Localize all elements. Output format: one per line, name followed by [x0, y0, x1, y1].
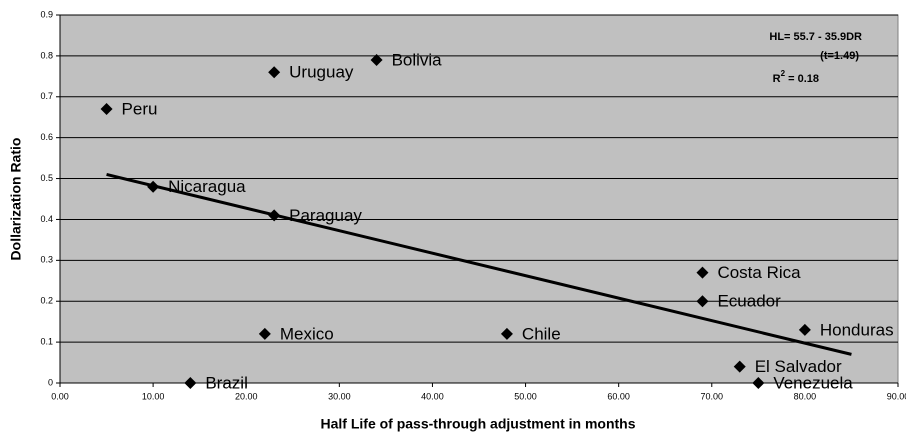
x-tick-label: 50.00	[514, 391, 537, 401]
y-tick-label: 0.2	[40, 296, 53, 306]
point-label: El Salvador	[755, 357, 842, 376]
x-tick-label: 60.00	[607, 391, 630, 401]
point	[798, 323, 811, 336]
y-tick-label: 0.5	[40, 173, 53, 183]
point	[733, 360, 746, 373]
x-tick-label: 0.00	[51, 391, 69, 401]
x-axis-title: Half Life of pass-through adjustment in …	[321, 416, 636, 432]
annotation-part: = 0.18	[785, 73, 819, 85]
x-tick-label: 90.00	[887, 391, 906, 401]
y-tick-label: 0	[48, 377, 53, 387]
y-axis-title: Dollarization Ratio	[8, 138, 24, 261]
point	[696, 295, 709, 308]
point-label: Venezuela	[773, 373, 853, 392]
point	[268, 209, 281, 222]
point-label: Uruguay	[289, 63, 354, 82]
x-tick-label: 80.00	[794, 391, 817, 401]
point	[268, 66, 281, 79]
x-tick-label: 20.00	[235, 391, 258, 401]
point	[370, 53, 383, 66]
point	[147, 180, 160, 193]
point	[100, 103, 113, 116]
point-label: Honduras	[820, 320, 894, 339]
point	[184, 377, 197, 389]
y-tick-label: 0.6	[40, 132, 53, 142]
y-tick-label: 0.7	[40, 91, 53, 101]
y-tick-label: 0.4	[40, 214, 53, 224]
point	[258, 327, 271, 340]
point-label: Nicaragua	[168, 177, 246, 196]
annotation-sup: 2	[781, 69, 786, 78]
point-label: Bolivia	[392, 50, 443, 69]
y-tick-label: 0.8	[40, 50, 53, 60]
x-tick-label: 70.00	[701, 391, 724, 401]
x-tick-label: 30.00	[328, 391, 351, 401]
y-tick-label: 0.9	[40, 9, 53, 19]
y-tick-label: 0.3	[40, 255, 53, 265]
annotation: (t=1.49)	[820, 50, 859, 62]
point-label: Ecuador	[717, 292, 781, 311]
point-label: Chile	[522, 324, 561, 343]
point-label: Costa Rica	[717, 263, 801, 282]
point	[752, 377, 765, 389]
x-tick-label: 40.00	[421, 391, 444, 401]
x-tick-label: 10.00	[142, 391, 165, 401]
point-label: Mexico	[280, 324, 334, 343]
trendline	[106, 173, 852, 356]
annotation: HL= 55.7 - 35.9DR	[769, 31, 862, 43]
point	[500, 327, 513, 340]
point-label: Paraguay	[289, 206, 362, 225]
point	[696, 266, 709, 279]
annotation-part: R	[773, 73, 781, 85]
plot-area	[59, 14, 899, 384]
annotation: R2 = 0.18	[773, 69, 819, 85]
point-label: Peru	[122, 100, 158, 119]
y-tick-label: 0.1	[40, 336, 53, 346]
point-label: Brazil	[205, 373, 248, 392]
